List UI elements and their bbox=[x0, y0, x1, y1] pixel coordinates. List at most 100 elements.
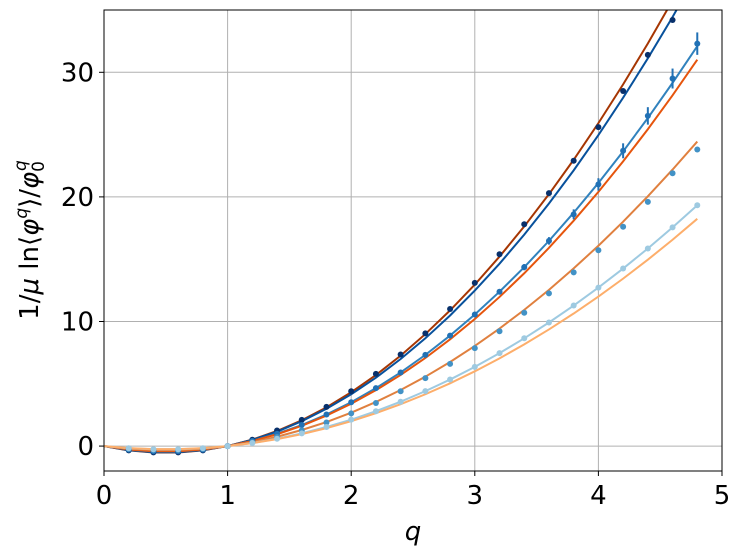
data-point bbox=[298, 430, 305, 437]
data-point bbox=[298, 416, 305, 423]
y-label-part: ⟩/ bbox=[15, 189, 45, 208]
data-point bbox=[694, 146, 701, 153]
y-label-part: q bbox=[11, 160, 31, 171]
data-point bbox=[348, 410, 355, 417]
data-point bbox=[422, 330, 429, 337]
data-point bbox=[669, 224, 676, 231]
data-point bbox=[471, 363, 478, 370]
data-point bbox=[224, 443, 231, 450]
data-point bbox=[620, 87, 627, 94]
data-point bbox=[669, 170, 676, 177]
data-point bbox=[545, 290, 552, 297]
data-point bbox=[348, 388, 355, 395]
data-point bbox=[496, 288, 503, 295]
data-point bbox=[471, 345, 478, 352]
data-point bbox=[595, 124, 602, 131]
data-point bbox=[447, 376, 454, 383]
y-label-part: φ bbox=[15, 219, 45, 236]
data-point bbox=[496, 328, 503, 335]
plot-area bbox=[104, 10, 701, 456]
data-point bbox=[323, 403, 330, 410]
data-point bbox=[496, 350, 503, 357]
data-point bbox=[175, 446, 182, 453]
data-point bbox=[422, 388, 429, 395]
data-point bbox=[521, 264, 528, 271]
data-point bbox=[447, 332, 454, 339]
x-tick-label: 1 bbox=[219, 481, 236, 511]
y-label-part: μ bbox=[15, 278, 45, 296]
data-point bbox=[521, 335, 528, 342]
data-point bbox=[545, 237, 552, 244]
y-tick-label: 20 bbox=[61, 183, 94, 213]
x-tick-label: 4 bbox=[590, 481, 607, 511]
data-point bbox=[644, 198, 651, 205]
data-point bbox=[372, 399, 379, 406]
x-tick-label: 2 bbox=[343, 481, 360, 511]
series-line bbox=[104, 10, 678, 454]
data-point bbox=[595, 181, 602, 188]
data-point bbox=[397, 351, 404, 358]
y-label-part: ln⟨ bbox=[15, 236, 45, 278]
data-point bbox=[545, 190, 552, 197]
data-point bbox=[694, 202, 701, 209]
series-line bbox=[104, 218, 698, 451]
data-point bbox=[644, 112, 651, 119]
data-point bbox=[496, 251, 503, 258]
data-point bbox=[595, 284, 602, 291]
data-point bbox=[249, 439, 256, 446]
data-point bbox=[397, 388, 404, 395]
data-point bbox=[397, 369, 404, 376]
y-label-part: 0 bbox=[29, 161, 49, 172]
data-point bbox=[447, 360, 454, 367]
data-point bbox=[199, 445, 206, 452]
data-point bbox=[348, 399, 355, 406]
data-point bbox=[521, 221, 528, 228]
data-point bbox=[372, 408, 379, 415]
x-axis-label: q bbox=[405, 517, 422, 547]
data-point bbox=[372, 385, 379, 392]
data-point bbox=[422, 351, 429, 358]
data-point bbox=[372, 370, 379, 377]
x-tick-label: 0 bbox=[96, 481, 113, 511]
data-point bbox=[644, 51, 651, 58]
data-point bbox=[644, 245, 651, 252]
y-label-part: q bbox=[12, 208, 32, 219]
data-point bbox=[620, 147, 627, 154]
data-point bbox=[570, 302, 577, 309]
data-point bbox=[150, 446, 157, 453]
data-point bbox=[298, 422, 305, 429]
series-line bbox=[104, 204, 698, 451]
grid bbox=[103, 10, 723, 471]
data-point bbox=[323, 411, 330, 418]
data-point bbox=[323, 419, 330, 426]
data-point bbox=[447, 306, 454, 313]
x-tick-label: 5 bbox=[714, 481, 731, 511]
data-point bbox=[620, 223, 627, 230]
y-tick-label: 0 bbox=[77, 432, 94, 462]
ticks: 0 1 2 3 4 5 0 10 20 30 bbox=[61, 58, 730, 511]
data-point bbox=[620, 265, 627, 272]
data-point bbox=[274, 435, 281, 442]
data-point bbox=[570, 157, 577, 164]
data-point bbox=[323, 424, 330, 431]
data-point bbox=[125, 445, 132, 452]
y-label-part: φ bbox=[15, 172, 45, 189]
data-point bbox=[669, 16, 676, 23]
data-point bbox=[471, 279, 478, 286]
data-point bbox=[422, 375, 429, 382]
y-label-part: 1/ bbox=[15, 294, 45, 320]
y-tick-label: 30 bbox=[61, 58, 94, 88]
data-point bbox=[694, 40, 701, 47]
data-point bbox=[397, 398, 404, 405]
data-point bbox=[521, 309, 528, 316]
x-tick-label: 3 bbox=[467, 481, 484, 511]
data-point bbox=[570, 211, 577, 218]
data-point bbox=[545, 319, 552, 326]
series-line bbox=[104, 10, 669, 454]
data-point bbox=[348, 416, 355, 423]
data-point bbox=[471, 311, 478, 318]
y-axis-label: 1/μ ln⟨φq⟩/φ0q bbox=[11, 160, 49, 320]
plot-frame bbox=[103, 9, 723, 472]
y-tick-label: 10 bbox=[61, 307, 94, 337]
